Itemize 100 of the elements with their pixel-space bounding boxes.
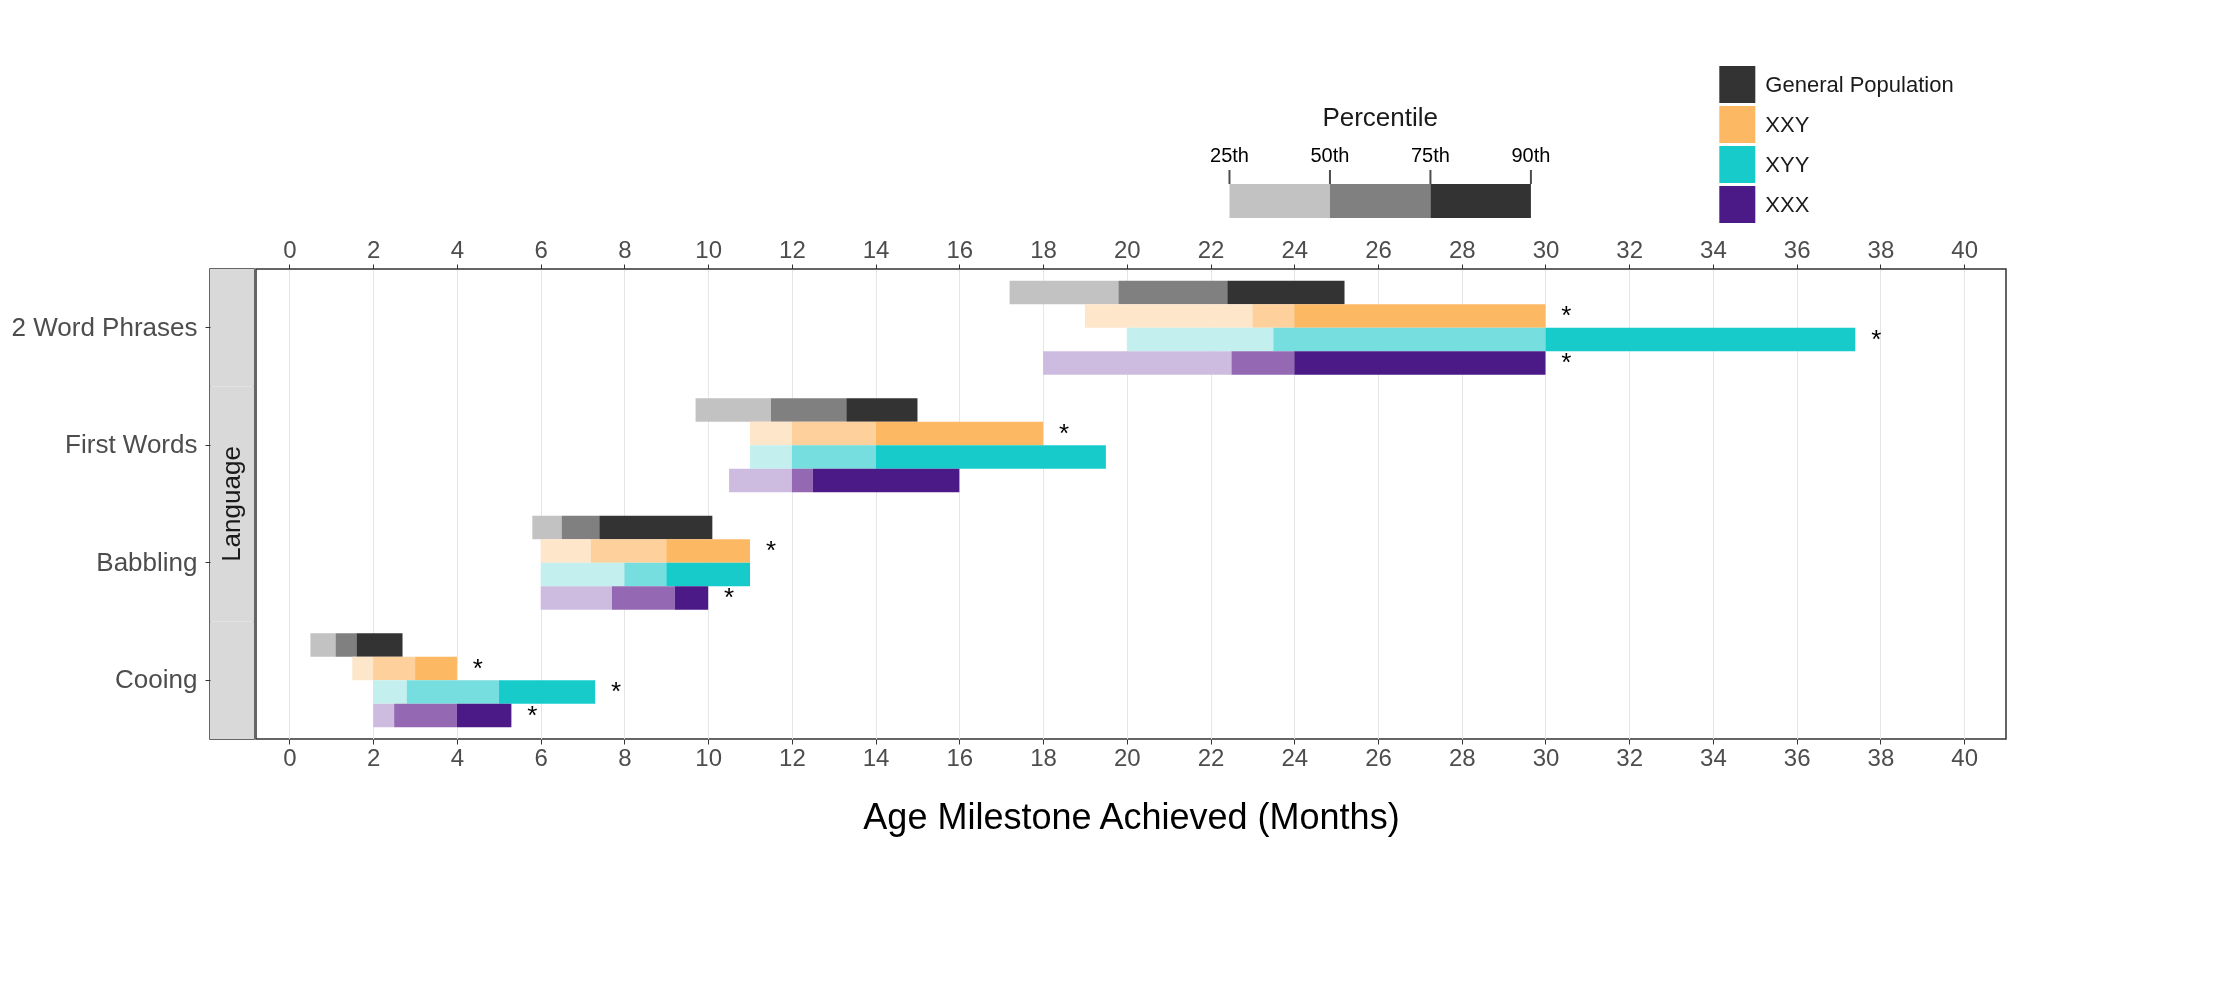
x-tick-label: 4 bbox=[450, 743, 465, 771]
data-label: * bbox=[1871, 323, 1882, 354]
x2-tick-label: 16 bbox=[946, 235, 974, 263]
x2-tick-label: 36 bbox=[1783, 235, 1811, 263]
bar bbox=[791, 468, 813, 493]
bar bbox=[750, 445, 792, 469]
text: 90th bbox=[1511, 144, 1551, 166]
y-tick-label: Cooing bbox=[115, 664, 198, 695]
x2-tick-label: 8 bbox=[618, 235, 632, 263]
x-tick-label: 38 bbox=[1867, 743, 1895, 771]
bar bbox=[791, 421, 876, 446]
bar bbox=[599, 515, 713, 540]
bar bbox=[373, 680, 407, 704]
bar bbox=[540, 562, 625, 587]
x2-tick-label: 34 bbox=[1700, 235, 1727, 263]
x-tick-label: 32 bbox=[1616, 743, 1644, 771]
bar bbox=[875, 421, 1044, 446]
x2-tick-label: 2 bbox=[367, 235, 381, 263]
legend-title: Percentile bbox=[1322, 102, 1439, 132]
bar bbox=[373, 703, 395, 728]
bar bbox=[770, 398, 847, 422]
x-tick-label: 10 bbox=[695, 743, 722, 771]
bar bbox=[1273, 327, 1546, 352]
x-axis-title: Age Milestone Achieved (Months) bbox=[863, 795, 1400, 837]
data-label: * bbox=[1561, 347, 1572, 377]
x2-tick-label: 32 bbox=[1616, 235, 1644, 263]
bar bbox=[1252, 304, 1295, 328]
x-tick-label: 12 bbox=[779, 743, 806, 771]
x2-tick-label: 10 bbox=[695, 235, 722, 263]
bar bbox=[1227, 280, 1345, 305]
text: 25th bbox=[1210, 144, 1249, 166]
x2-tick-label: 40 bbox=[1951, 235, 1978, 263]
bar bbox=[1118, 280, 1228, 305]
bar bbox=[1231, 351, 1295, 375]
bar bbox=[666, 562, 751, 587]
data-label: * bbox=[610, 676, 622, 706]
x2-tick-label: 24 bbox=[1281, 235, 1309, 263]
x2-tick-label: 4 bbox=[450, 235, 465, 263]
bar bbox=[624, 562, 667, 587]
x2-tick-label: 6 bbox=[534, 235, 548, 263]
x-tick-label: 30 bbox=[1532, 743, 1560, 771]
bar bbox=[729, 468, 792, 493]
bar bbox=[695, 398, 771, 422]
legend-label: XXX bbox=[1765, 191, 1810, 217]
data-label: * bbox=[472, 652, 483, 683]
x-tick-label: 24 bbox=[1281, 743, 1309, 771]
data-label: * bbox=[724, 582, 735, 612]
bar bbox=[456, 703, 512, 728]
x2-tick-label: 0 bbox=[283, 235, 297, 263]
x2-tick-label: 22 bbox=[1197, 235, 1225, 263]
data-label: * bbox=[1561, 300, 1572, 330]
y-tick-label: First Words bbox=[65, 429, 198, 460]
text: 50th bbox=[1310, 144, 1350, 166]
x-tick-label: 34 bbox=[1700, 743, 1727, 771]
y-tick-label: Babbling bbox=[96, 546, 198, 577]
bar bbox=[1126, 327, 1274, 352]
bar bbox=[394, 703, 457, 728]
x2-tick-label: 26 bbox=[1365, 235, 1392, 263]
bar bbox=[532, 515, 562, 540]
bar bbox=[611, 586, 675, 610]
x-tick-label: 14 bbox=[862, 743, 890, 771]
bar bbox=[875, 445, 1106, 469]
bar bbox=[791, 445, 876, 469]
bar bbox=[674, 586, 709, 610]
bar bbox=[750, 421, 792, 446]
data-label: * bbox=[1058, 417, 1070, 448]
bar bbox=[1084, 304, 1253, 328]
x-tick-label: 26 bbox=[1365, 743, 1392, 771]
x2-tick-label: 38 bbox=[1867, 235, 1895, 263]
x-tick-label: 2 bbox=[367, 743, 381, 771]
x2-tick-label: 18 bbox=[1030, 235, 1057, 263]
bar bbox=[373, 656, 416, 681]
bar bbox=[590, 539, 667, 563]
bar bbox=[812, 468, 960, 493]
bar bbox=[1294, 351, 1546, 375]
text: Language bbox=[216, 446, 246, 562]
bar bbox=[540, 586, 612, 610]
x-tick-label: 28 bbox=[1448, 743, 1476, 771]
x2-tick-label: 14 bbox=[862, 235, 890, 263]
bar bbox=[352, 656, 374, 681]
x2-tick-label: 20 bbox=[1113, 235, 1141, 263]
legend-label: XXY bbox=[1765, 111, 1810, 137]
x-tick-label: 22 bbox=[1197, 743, 1225, 771]
legend-label: XYY bbox=[1765, 151, 1810, 177]
x-tick-label: 40 bbox=[1951, 743, 1978, 771]
data-label: * bbox=[527, 699, 538, 730]
x2-tick-label: 28 bbox=[1448, 235, 1476, 263]
x-tick-label: 0 bbox=[283, 743, 297, 771]
bar bbox=[1545, 327, 1856, 352]
x-tick-label: 6 bbox=[534, 743, 548, 771]
legend-label: General Population bbox=[1765, 71, 1954, 97]
bar bbox=[335, 633, 357, 657]
bar bbox=[846, 398, 918, 422]
bar bbox=[666, 539, 751, 563]
x-tick-label: 16 bbox=[946, 743, 974, 771]
bar bbox=[561, 515, 600, 540]
bar bbox=[1294, 304, 1546, 328]
x-tick-label: 36 bbox=[1783, 743, 1811, 771]
x-tick-label: 20 bbox=[1113, 743, 1141, 771]
bar bbox=[1043, 351, 1232, 375]
